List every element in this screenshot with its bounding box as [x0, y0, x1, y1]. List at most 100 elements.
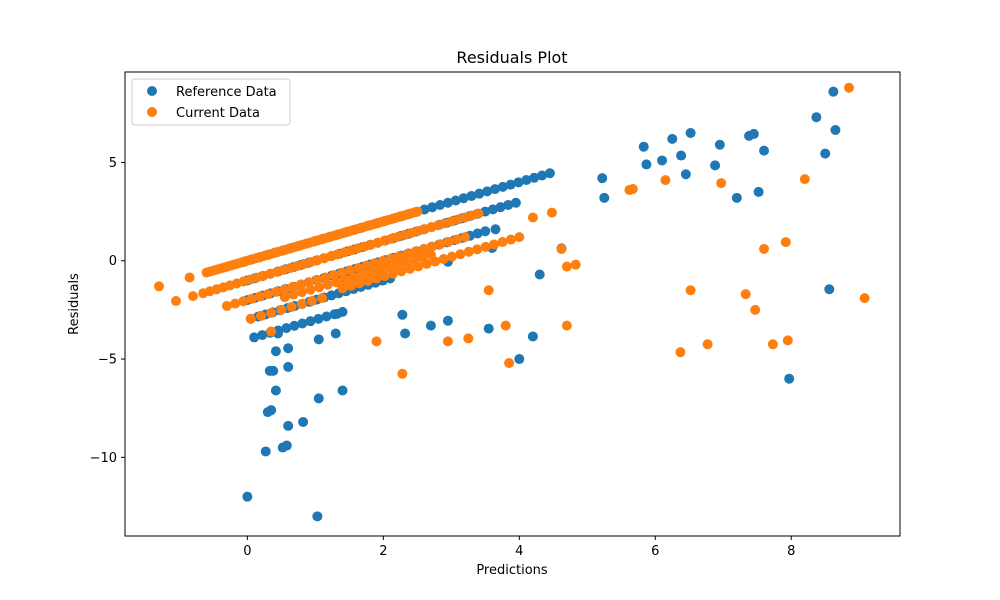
- data-point: [504, 357, 515, 368]
- data-point: [750, 304, 761, 315]
- data-point: [675, 347, 686, 358]
- data-point: [242, 491, 253, 502]
- data-point: [260, 446, 271, 457]
- data-point: [306, 296, 317, 307]
- data-point: [710, 160, 721, 171]
- data-point: [500, 320, 511, 331]
- data-point: [830, 125, 841, 135]
- data-point: [337, 385, 348, 396]
- data-point: [249, 332, 260, 343]
- data-point: [312, 511, 323, 522]
- data-point: [513, 177, 524, 188]
- data-point: [435, 200, 446, 211]
- data-point: [286, 301, 297, 312]
- data-point: [657, 155, 668, 166]
- data-point: [811, 112, 822, 123]
- data-point: [537, 170, 548, 181]
- x-tick-label: 6: [651, 544, 659, 559]
- data-point: [289, 320, 300, 331]
- data-point: [521, 175, 532, 186]
- data-point: [279, 284, 290, 295]
- data-point: [514, 354, 525, 365]
- data-point: [455, 249, 466, 260]
- data-point: [597, 173, 608, 184]
- y-axis-ticks: −10 −5 0 5: [90, 156, 125, 466]
- data-point: [505, 234, 516, 245]
- data-point: [331, 277, 342, 288]
- data-point: [473, 208, 484, 219]
- data-point: [676, 150, 687, 161]
- data-point: [472, 228, 483, 239]
- data-point: [283, 420, 294, 431]
- data-point: [402, 248, 413, 259]
- data-point: [254, 291, 265, 302]
- chart-title: Residuals Plot: [456, 48, 567, 67]
- data-point: [731, 192, 742, 203]
- data-point: [544, 168, 555, 179]
- data-point: [362, 275, 373, 286]
- data-point: [266, 307, 277, 318]
- data-point: [438, 254, 449, 265]
- points-layer: [153, 82, 870, 522]
- data-point: [270, 346, 281, 357]
- data-point: [859, 293, 870, 304]
- data-point: [483, 323, 494, 334]
- data-point: [490, 224, 501, 235]
- data-point: [313, 313, 324, 324]
- data-point: [483, 285, 494, 296]
- data-point: [313, 393, 324, 404]
- x-tick-label: 8: [787, 544, 795, 559]
- data-point: [759, 243, 770, 254]
- data-point: [330, 328, 341, 339]
- data-point: [397, 309, 408, 320]
- legend-marker-current: [147, 107, 157, 117]
- data-point: [784, 373, 795, 384]
- data-point: [321, 311, 332, 322]
- data-point: [404, 263, 415, 274]
- data-point: [313, 334, 324, 345]
- data-point: [740, 289, 751, 300]
- data-point: [570, 259, 581, 270]
- plot-frame: [124, 71, 901, 537]
- data-point: [413, 261, 424, 272]
- data-point: [443, 236, 454, 247]
- data-point: [270, 385, 281, 396]
- data-point: [442, 315, 453, 326]
- data-point: [427, 202, 438, 213]
- data-point: [317, 293, 328, 304]
- data-point: [503, 199, 514, 210]
- data-point: [716, 178, 727, 189]
- data-point: [450, 195, 461, 206]
- data-point: [451, 234, 462, 245]
- data-point: [828, 86, 839, 97]
- data-point: [412, 206, 423, 217]
- series-current-data: [153, 82, 870, 379]
- y-tick-label: −10: [90, 451, 117, 466]
- data-point: [296, 299, 307, 309]
- data-point: [238, 296, 249, 307]
- data-point: [463, 246, 474, 257]
- x-axis-ticks: 0 2 4 6 8: [243, 536, 795, 559]
- data-point: [295, 279, 306, 290]
- data-point: [534, 269, 545, 280]
- data-point: [262, 407, 273, 418]
- data-point: [339, 274, 350, 285]
- data-point: [230, 298, 241, 309]
- data-point: [283, 343, 294, 354]
- data-point: [497, 181, 508, 192]
- data-point: [271, 286, 282, 297]
- data-point: [685, 127, 696, 138]
- data-point: [255, 310, 266, 321]
- legend-label-reference: Reference Data: [176, 85, 277, 100]
- data-point: [296, 287, 307, 298]
- data-point: [263, 289, 273, 300]
- data-point: [281, 323, 292, 334]
- y-tick-label: 0: [109, 254, 117, 269]
- data-point: [345, 280, 356, 291]
- legend-label-current: Current Data: [176, 106, 260, 121]
- data-point: [660, 175, 671, 186]
- data-point: [780, 237, 791, 248]
- data-point: [276, 304, 287, 315]
- data-point: [153, 281, 164, 292]
- data-point: [245, 313, 256, 324]
